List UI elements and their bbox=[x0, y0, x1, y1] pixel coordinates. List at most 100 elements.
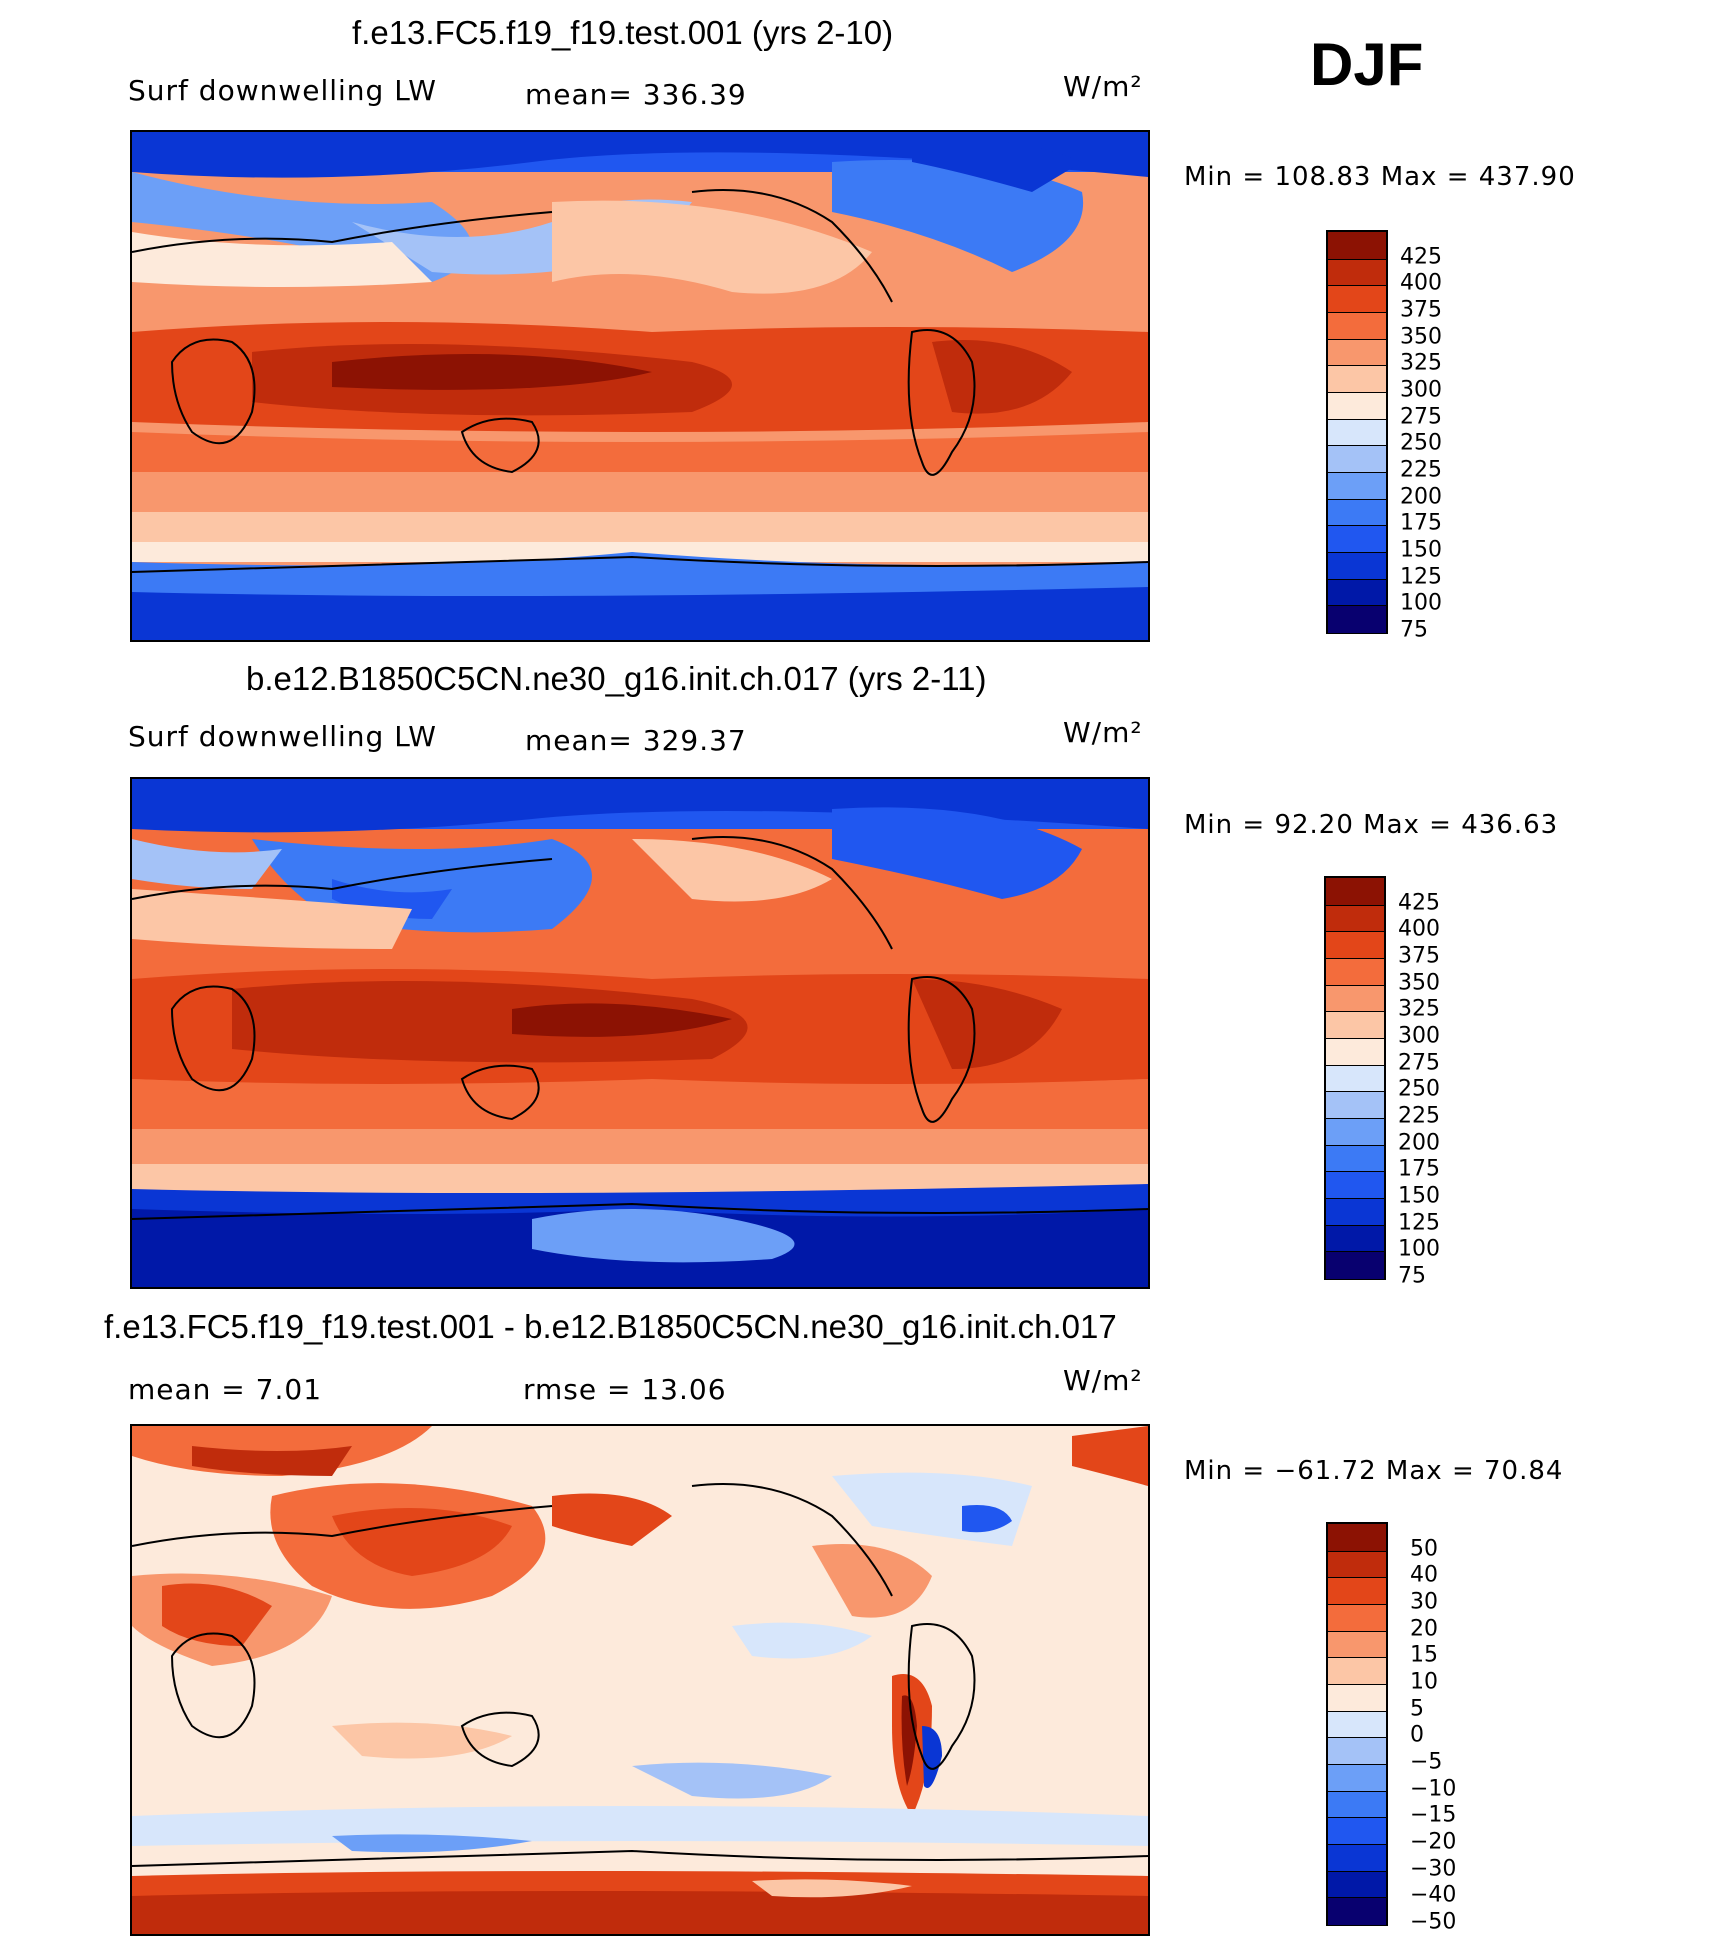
colorbar-tick-label: 375 bbox=[1398, 943, 1440, 969]
colorbar-swatch bbox=[1328, 1764, 1386, 1792]
colorbar-tick-label: 375 bbox=[1400, 297, 1442, 323]
colorbar-tick-label: 225 bbox=[1398, 1103, 1440, 1129]
colorbar-tick-label: 75 bbox=[1400, 617, 1428, 643]
colorbar-tick-label: 250 bbox=[1400, 430, 1442, 456]
panel2-mean: mean= 329.37 bbox=[525, 724, 747, 757]
colorbar-swatch bbox=[1328, 445, 1386, 473]
colorbar-swatch bbox=[1328, 258, 1386, 287]
colorbar-tick-label: 300 bbox=[1400, 377, 1442, 403]
colorbar-swatch bbox=[1328, 1817, 1386, 1845]
colorbar-swatch bbox=[1328, 392, 1386, 420]
colorbar-tick-label: 350 bbox=[1398, 970, 1440, 996]
colorbar-tick-label: −50 bbox=[1410, 1909, 1457, 1935]
colorbar-tick-label: 175 bbox=[1398, 1156, 1440, 1182]
colorbar-swatch bbox=[1326, 1118, 1384, 1146]
colorbar-swatch bbox=[1328, 418, 1386, 447]
colorbar-tick-label: 100 bbox=[1400, 590, 1442, 616]
colorbar-swatch bbox=[1328, 312, 1386, 340]
panel2-colorbar-labels: 425 400 375 350 325 300 275 250 225 200 175 150 125 1… bbox=[1398, 876, 1478, 1288]
panel1-colorbar-labels: 425 400 375 350 325 300 275 250 225 200 175 150 125 1… bbox=[1400, 230, 1480, 642]
colorbar-tick-label: 275 bbox=[1400, 404, 1442, 430]
colorbar-tick-label: 225 bbox=[1400, 457, 1442, 483]
panel1-title: f.e13.FC5.f19_f19.test.001 (yrs 2-10) bbox=[352, 14, 894, 51]
colorbar-tick-label: 100 bbox=[1398, 1236, 1440, 1262]
panel3-rmse: rmse = 13.06 bbox=[523, 1373, 727, 1406]
colorbar-tick-label: 200 bbox=[1398, 1130, 1440, 1156]
colorbar-swatch bbox=[1328, 1710, 1386, 1739]
panel1-units: W/m² bbox=[1063, 70, 1143, 103]
colorbar-swatch bbox=[1326, 958, 1384, 986]
colorbar-tick-label: 350 bbox=[1400, 324, 1442, 350]
season-label: DJF bbox=[1310, 31, 1424, 98]
colorbar-swatch bbox=[1328, 232, 1386, 259]
colorbar-swatch bbox=[1328, 1737, 1386, 1765]
colorbar-swatch bbox=[1328, 1630, 1386, 1659]
colorbar-swatch bbox=[1326, 1064, 1384, 1093]
colorbar-swatch bbox=[1328, 285, 1386, 313]
colorbar-swatch bbox=[1328, 525, 1386, 553]
colorbar-swatch bbox=[1328, 1604, 1386, 1632]
colorbar-swatch bbox=[1326, 1171, 1384, 1199]
colorbar-swatch bbox=[1326, 931, 1384, 959]
colorbar-tick-label: −40 bbox=[1410, 1882, 1457, 1908]
colorbar-tick-label: 75 bbox=[1398, 1263, 1426, 1289]
panel3-colorbar-labels: 50 40 30 20 15 10 5 0 −5 −10 −15 −20 −30 −40 −50 bbox=[1410, 1522, 1490, 1934]
colorbar-swatch bbox=[1326, 904, 1384, 933]
colorbar-swatch bbox=[1328, 1844, 1386, 1872]
colorbar-swatch bbox=[1326, 1038, 1384, 1066]
colorbar-tick-label: −30 bbox=[1410, 1856, 1457, 1882]
colorbar-tick-label: 425 bbox=[1398, 890, 1440, 916]
colorbar-swatch bbox=[1328, 1577, 1386, 1605]
panel1-map bbox=[130, 130, 1150, 642]
panel3-colorbar bbox=[1326, 1522, 1388, 1926]
panel2-variable: Surf downwelling LW bbox=[128, 720, 437, 753]
colorbar-tick-label: 10 bbox=[1410, 1669, 1438, 1695]
colorbar-tick-label: 200 bbox=[1400, 484, 1442, 510]
colorbar-swatch bbox=[1328, 472, 1386, 500]
colorbar-tick-label: 425 bbox=[1400, 244, 1442, 270]
colorbar-tick-label: 400 bbox=[1400, 270, 1442, 296]
colorbar-swatch bbox=[1326, 1251, 1384, 1279]
colorbar-swatch bbox=[1328, 1790, 1386, 1819]
panel1-colorbar bbox=[1326, 230, 1388, 634]
colorbar-tick-label: −5 bbox=[1410, 1749, 1443, 1775]
colorbar-tick-label: 275 bbox=[1398, 1050, 1440, 1076]
colorbar-tick-label: 125 bbox=[1398, 1210, 1440, 1236]
colorbar-swatch bbox=[1328, 1897, 1386, 1925]
colorbar-tick-label: −15 bbox=[1410, 1802, 1457, 1828]
panel3-mean: mean = 7.01 bbox=[128, 1373, 323, 1406]
colorbar-swatch bbox=[1328, 605, 1386, 633]
colorbar-tick-label: 50 bbox=[1410, 1536, 1438, 1562]
colorbar-tick-label: 20 bbox=[1410, 1616, 1438, 1642]
colorbar-tick-label: 325 bbox=[1400, 350, 1442, 376]
panel2-map bbox=[130, 777, 1150, 1289]
colorbar-tick-label: 400 bbox=[1398, 916, 1440, 942]
panel1-map-field bbox=[132, 132, 1148, 640]
panel3-units: W/m² bbox=[1063, 1364, 1143, 1397]
colorbar-swatch bbox=[1328, 552, 1386, 580]
colorbar-swatch bbox=[1326, 1011, 1384, 1039]
colorbar-tick-label: 15 bbox=[1410, 1642, 1438, 1668]
colorbar-tick-label: 0 bbox=[1410, 1722, 1424, 1748]
panel3-map-field bbox=[132, 1426, 1148, 1934]
colorbar-swatch bbox=[1326, 1144, 1384, 1173]
colorbar-swatch bbox=[1326, 878, 1384, 905]
panel2-colorbar bbox=[1324, 876, 1386, 1280]
colorbar-swatch bbox=[1328, 1870, 1386, 1899]
colorbar-swatch bbox=[1328, 338, 1386, 367]
colorbar-swatch bbox=[1328, 365, 1386, 393]
colorbar-swatch bbox=[1328, 578, 1386, 607]
panel1-mean: mean= 336.39 bbox=[525, 78, 747, 111]
colorbar-swatch bbox=[1326, 1224, 1384, 1253]
colorbar-swatch bbox=[1328, 1657, 1386, 1685]
colorbar-swatch bbox=[1328, 498, 1386, 527]
colorbar-tick-label: 150 bbox=[1400, 537, 1442, 563]
panel2-map-field bbox=[132, 779, 1148, 1287]
panel2-minmax: Min = 92.20 Max = 436.63 bbox=[1184, 810, 1559, 840]
colorbar-tick-label: 5 bbox=[1410, 1696, 1424, 1722]
colorbar-tick-label: −10 bbox=[1410, 1776, 1457, 1802]
panel2-title: b.e12.B1850C5CN.ne30_g16.init.ch.017 (yr… bbox=[246, 660, 987, 697]
panel2-units: W/m² bbox=[1063, 716, 1143, 749]
panel1-variable: Surf downwelling LW bbox=[128, 74, 437, 107]
colorbar-tick-label: 175 bbox=[1400, 510, 1442, 536]
